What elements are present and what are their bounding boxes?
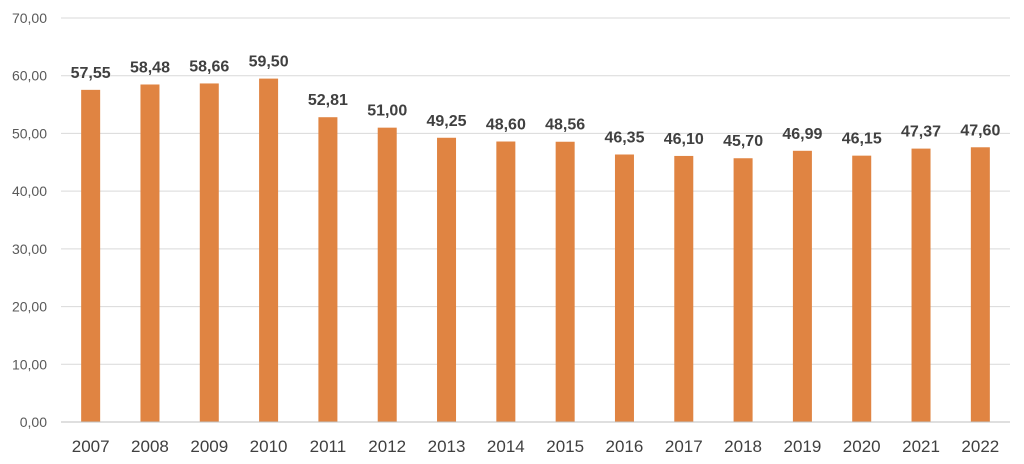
x-tick-label: 2021 [902,437,940,456]
x-tick-label: 2013 [428,437,466,456]
data-label: 47,37 [901,124,941,141]
x-tick-label: 2014 [487,437,525,456]
data-label: 46,10 [664,131,704,148]
x-tick-label: 2012 [368,437,406,456]
data-labels: 57,55 58,48 58,66 59,50 52,81 51,00 49,25 48,60… [71,54,1001,151]
bars [81,78,990,423]
bar [674,155,694,423]
bar [437,137,457,422]
gridlines [61,17,1010,365]
x-tick-label: 2009 [190,437,228,456]
data-label: 46,35 [604,129,644,146]
y-tick-label: 60,00 [12,68,47,84]
x-tick-label: 2017 [665,437,703,456]
y-tick-label: 70,00 [12,10,47,26]
x-tick-label: 2008 [131,437,169,456]
x-tick-label: 2016 [606,437,644,456]
data-label: 46,15 [842,131,882,148]
x-tick-label: 2007 [72,437,110,456]
bar [140,84,160,423]
x-tick-label: 2015 [546,437,584,456]
data-label: 57,55 [71,65,111,82]
y-tick-label: 10,00 [12,356,47,372]
data-label: 52,81 [308,92,348,109]
data-label: 58,66 [189,58,229,75]
bar [318,117,338,423]
data-label: 46,99 [782,126,822,143]
x-tick-label: 2011 [310,437,347,456]
y-tick-label: 20,00 [12,299,47,315]
bar [81,89,101,423]
x-tick-label: 2019 [783,437,821,456]
bar [733,158,753,422]
x-tick-label: 2022 [961,437,999,456]
bar [555,141,575,422]
x-tick-label: 2018 [724,437,762,456]
x-axis-ticks: 2007 2008 2009 2010 2011 2012 2013 2014 2015 2016… [72,437,1000,456]
data-label: 58,48 [130,59,170,76]
bar [377,127,397,423]
bar [852,155,872,423]
data-label: 47,60 [960,122,1000,139]
data-label: 45,70 [723,133,763,150]
data-label: 49,25 [427,113,467,130]
x-tick-label: 2020 [843,437,881,456]
bar [614,154,634,422]
y-tick-label: 30,00 [12,241,47,257]
data-label: 51,00 [367,103,407,120]
bar [199,83,219,422]
y-axis-ticks: 0,00 10,00 20,00 30,00 40,00 50,00 60,00 70,00 [12,10,47,430]
y-tick-label: 0,00 [20,414,47,430]
bar [970,147,990,422]
data-label: 48,56 [545,117,585,134]
data-label: 59,50 [249,54,289,71]
bar [911,148,931,422]
bar [496,141,516,422]
data-label: 48,60 [486,117,526,134]
bar [792,150,812,422]
x-tick-label: 2010 [250,437,288,456]
y-tick-label: 40,00 [12,183,47,199]
bar [259,78,279,422]
y-tick-label: 50,00 [12,125,47,141]
